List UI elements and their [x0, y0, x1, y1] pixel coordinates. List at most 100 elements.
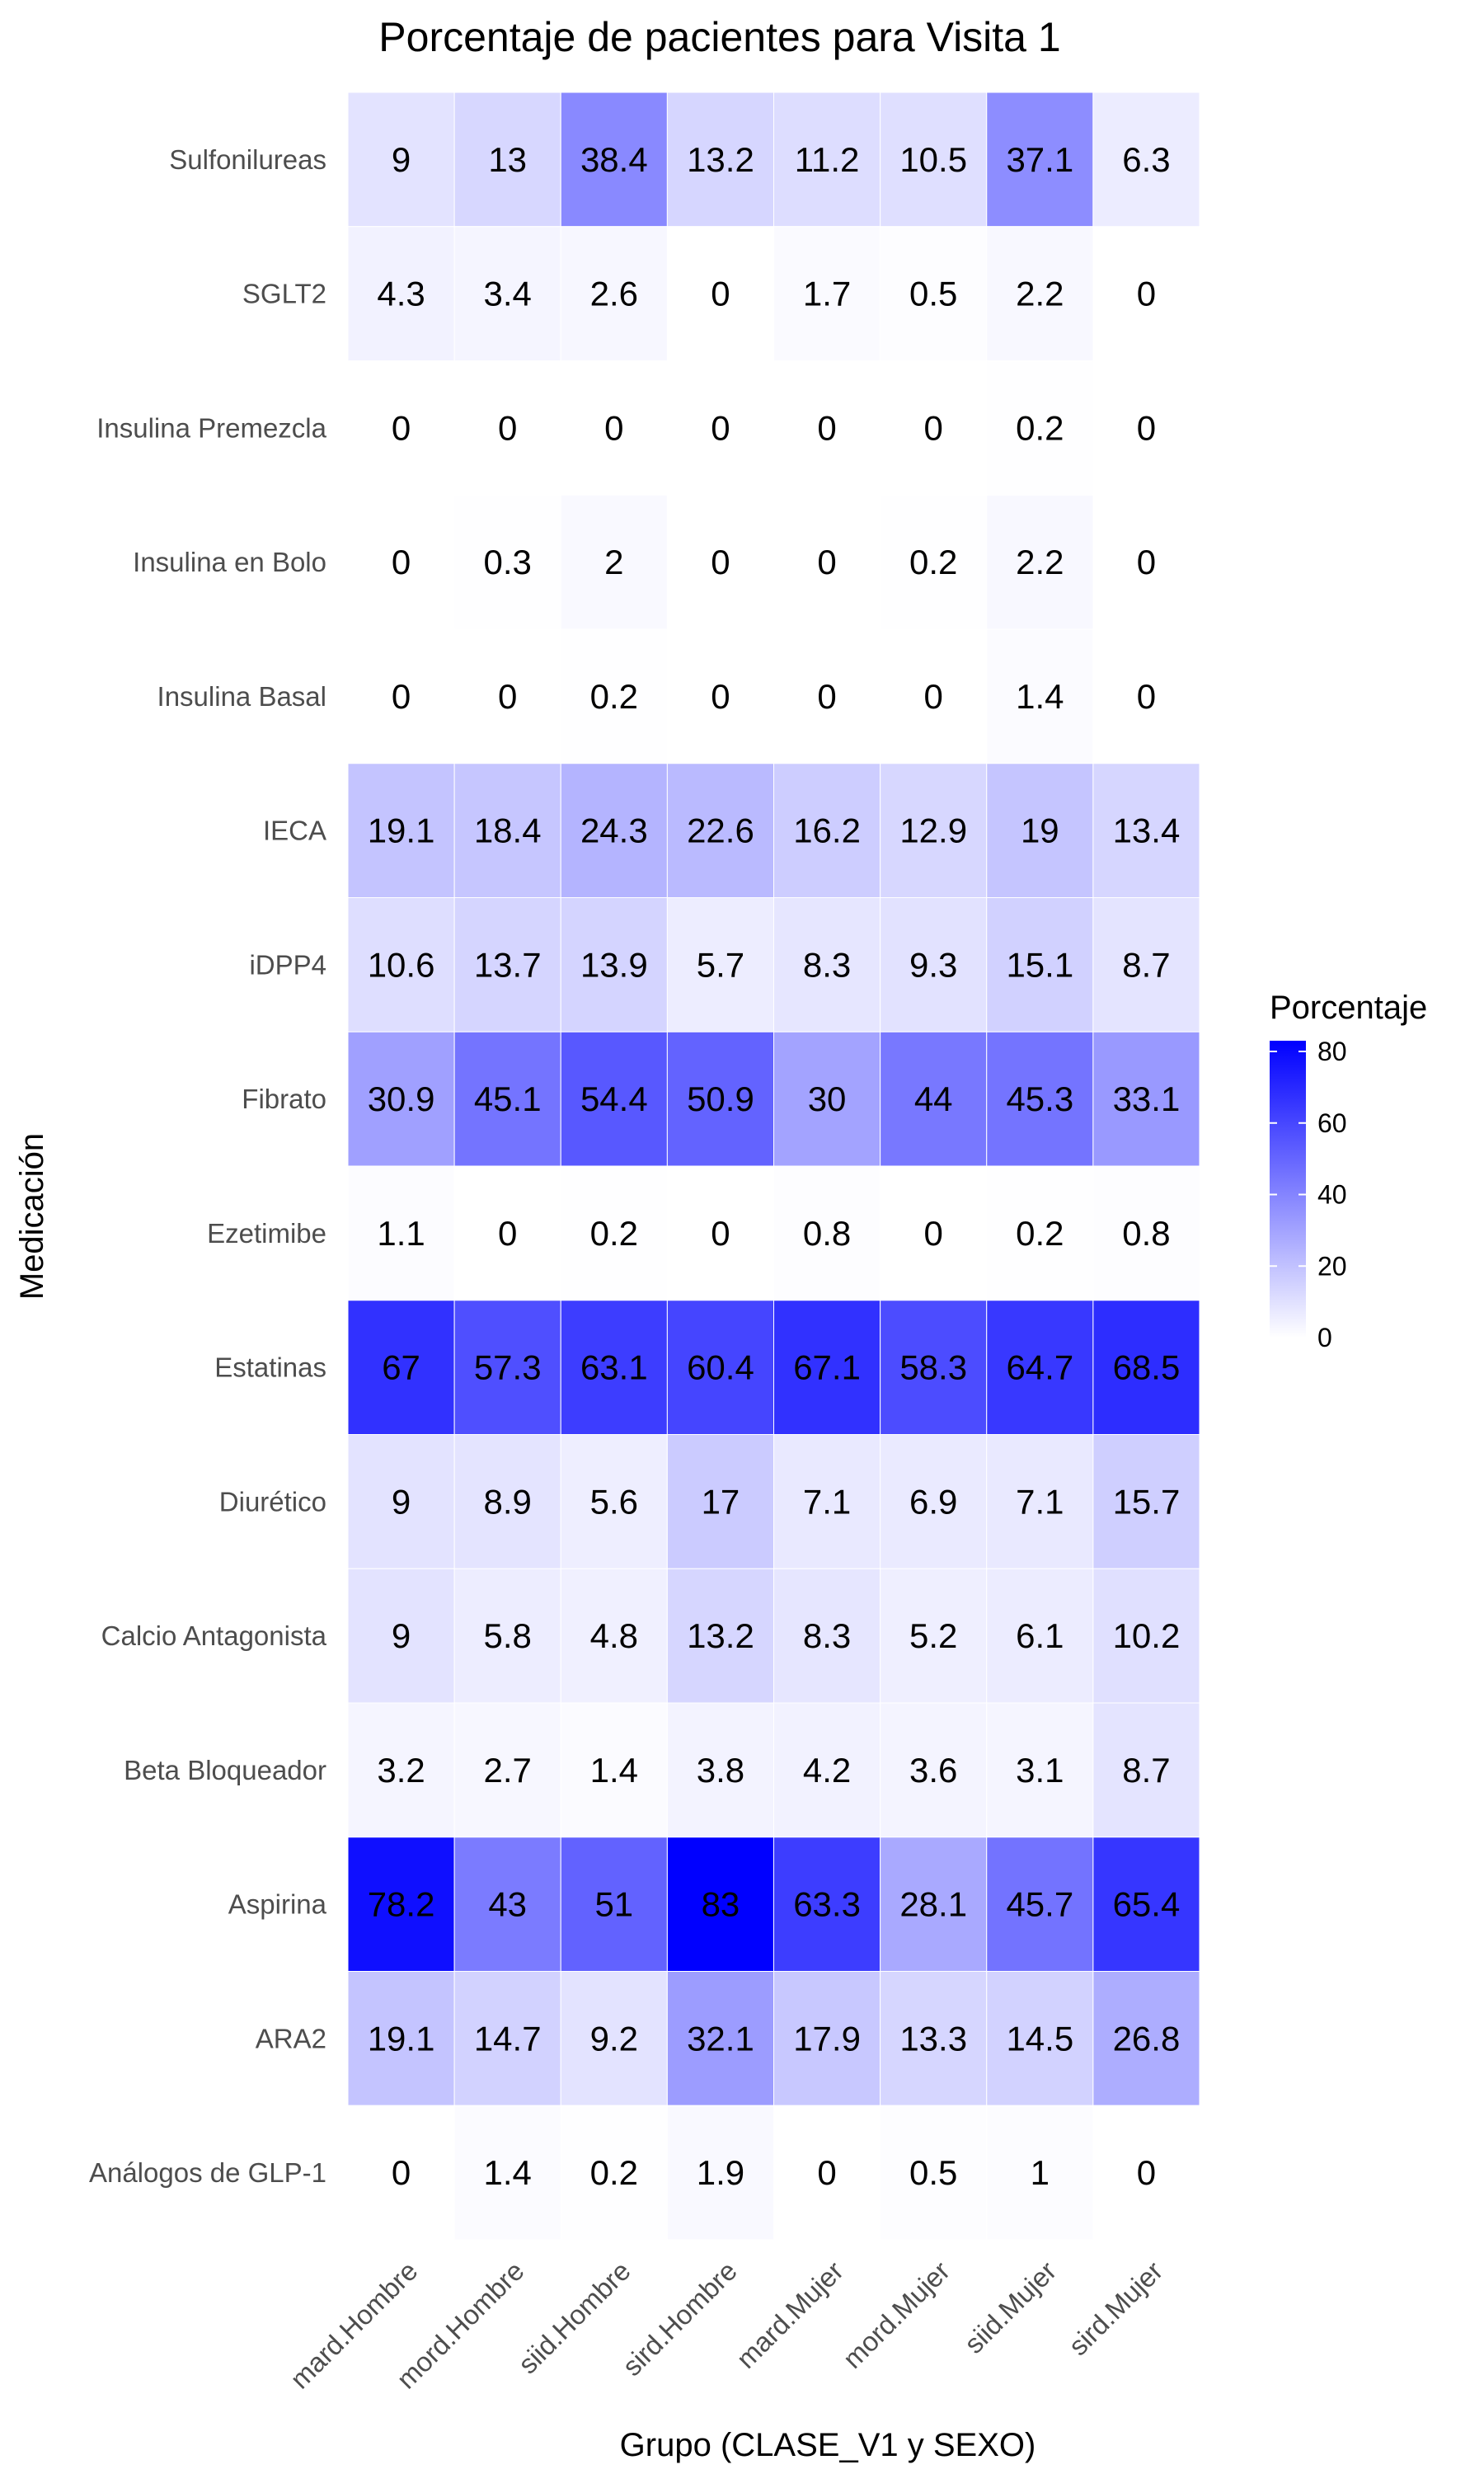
- heatmap-cell: [880, 226, 988, 361]
- y-tick-label: Insulina en Bolo: [133, 547, 326, 577]
- cell-value-label: 13.4: [1113, 811, 1181, 850]
- cell-value-label: 0.2: [1016, 1214, 1064, 1253]
- cell-value-label: 67: [382, 1348, 420, 1387]
- heatmap-cell: [347, 1434, 455, 1569]
- x-axis-tick-labels: mard.Hombremord.Hombresiid.Hombresird.Ho…: [284, 2255, 1169, 2395]
- heatmap-cell: [347, 494, 455, 630]
- cell-value-label: 0: [392, 677, 411, 716]
- heatmap-cell: [986, 494, 1094, 630]
- cell-value-label: 13.7: [474, 945, 542, 984]
- cell-value-label: 5.2: [909, 1616, 957, 1655]
- heatmap-cell: [347, 360, 455, 496]
- heatmap-cell: [986, 1434, 1094, 1569]
- heatmap-cell: [560, 1031, 668, 1167]
- x-tick-label: sird.Hombre: [617, 2255, 743, 2382]
- y-tick-label: Fibrato: [242, 1084, 326, 1114]
- cell-value-label: 9: [392, 1482, 411, 1521]
- cell-value-label: 28.1: [899, 1885, 967, 1924]
- heatmap-cell: [453, 92, 561, 228]
- cell-value-label: 13.3: [899, 2019, 967, 2058]
- legend-tick-label: 0: [1317, 1323, 1332, 1352]
- heatmap-cell: [666, 1702, 774, 1838]
- heatmap-cell: [347, 1971, 455, 2106]
- heatmap-cell: [986, 1971, 1094, 2106]
- y-axis-title: Medicación: [14, 1133, 50, 1300]
- chart-title: Porcentaje de pacientes para Visita 1: [378, 14, 1060, 60]
- legend-tick-label: 60: [1317, 1108, 1347, 1138]
- y-tick-label: Estatinas: [214, 1352, 326, 1383]
- cell-value-label: 3.8: [697, 1751, 744, 1790]
- cell-value-label: 7.1: [803, 1482, 851, 1521]
- heatmap-cell: [666, 1434, 774, 1569]
- heatmap-cell: [986, 628, 1094, 764]
- heatmap-cell: [773, 2105, 881, 2241]
- cell-value-label: 60.4: [687, 1348, 754, 1387]
- cell-value-label: 2.2: [1016, 275, 1064, 313]
- cell-value-label: 3.4: [483, 275, 531, 313]
- heatmap-cell: [880, 1837, 988, 1972]
- cell-value-label: 2.7: [483, 1751, 531, 1790]
- cell-value-label: 9.2: [590, 2019, 638, 2058]
- cell-value-label: 24.3: [580, 811, 648, 850]
- cell-value-label: 0.2: [590, 2153, 638, 2192]
- y-tick-label: SGLT2: [242, 279, 326, 309]
- heatmap-cell: [453, 226, 561, 361]
- heatmap-cell: [880, 1971, 988, 2106]
- heatmap-cell: [986, 1702, 1094, 1838]
- cell-value-label: 19.1: [368, 811, 435, 850]
- heatmap-cell: [347, 92, 455, 228]
- cell-value-label: 8.3: [803, 1616, 851, 1655]
- heatmap-cell: [453, 1165, 561, 1301]
- cell-value-label: 45.3: [1006, 1079, 1073, 1118]
- y-tick-label: Ezetimibe: [207, 1218, 326, 1249]
- y-tick-label: Diurético: [219, 1486, 326, 1517]
- heatmap-cell: [347, 1031, 455, 1167]
- cell-value-label: 1.9: [697, 2153, 744, 2192]
- cell-value-label: 0: [711, 275, 730, 313]
- heatmap-cell: [1092, 1568, 1200, 1704]
- cell-value-label: 6.3: [1122, 140, 1170, 179]
- heatmap-cell: [347, 1702, 455, 1838]
- heatmap-cell: [880, 1300, 988, 1435]
- y-tick-label: Aspirina: [228, 1889, 327, 1920]
- heatmap-cell: [347, 1568, 455, 1704]
- cell-value-label: 11.2: [795, 140, 860, 179]
- heatmap-cell: [773, 360, 881, 496]
- heatmap-cell: [880, 360, 988, 496]
- heatmap-cell: [560, 897, 668, 1032]
- cell-value-label: 0: [817, 677, 836, 716]
- cell-value-label: 22.6: [687, 811, 754, 850]
- legend-tick-label: 20: [1317, 1251, 1347, 1281]
- heatmap-cell: [986, 2105, 1094, 2241]
- cell-value-label: 0: [817, 543, 836, 581]
- heatmap-cell: [453, 897, 561, 1032]
- heatmap-cell: [666, 763, 774, 898]
- cell-value-label: 10.5: [899, 140, 967, 179]
- heatmap-cell: [666, 92, 774, 228]
- heatmap-cell: [560, 1702, 668, 1838]
- cell-value-label: 17: [702, 1482, 740, 1521]
- heatmap-cell: [666, 1568, 774, 1704]
- heatmap-cell: [986, 763, 1094, 898]
- cell-value-label: 67.1: [793, 1348, 861, 1387]
- cell-value-label: 0: [1137, 677, 1156, 716]
- heatmap-cell: [1092, 1165, 1200, 1301]
- heatmap-cell: [1092, 1031, 1200, 1167]
- cell-value-label: 2.6: [590, 275, 638, 313]
- cell-value-label: 64.7: [1006, 1348, 1073, 1387]
- heatmap-cell: [666, 226, 774, 361]
- cell-value-label: 16.2: [793, 811, 861, 850]
- heatmap-cell: [880, 763, 988, 898]
- heatmap-cell: [666, 1165, 774, 1301]
- cell-value-label: 38.4: [580, 140, 648, 179]
- cell-value-label: 0.5: [909, 2153, 957, 2192]
- cell-value-label: 1.1: [377, 1214, 425, 1253]
- heatmap-cell: [1092, 226, 1200, 361]
- cell-value-label: 78.2: [368, 1885, 435, 1924]
- cell-value-label: 44: [914, 1079, 953, 1118]
- cell-value-label: 8.7: [1122, 945, 1170, 984]
- cell-value-label: 9.3: [909, 945, 957, 984]
- cell-value-label: 63.3: [793, 1885, 861, 1924]
- cell-value-label: 30.9: [368, 1079, 435, 1118]
